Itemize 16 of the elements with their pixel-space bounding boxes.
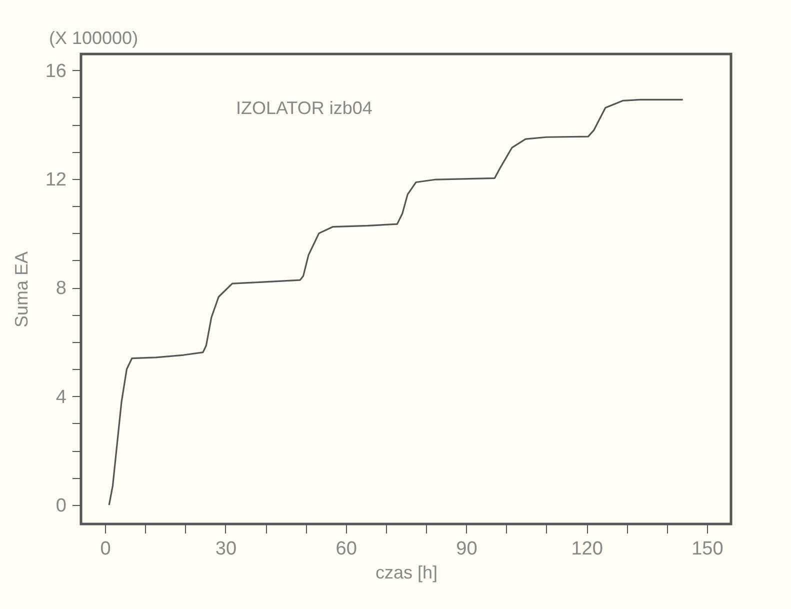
- x-tick-label: 120: [571, 538, 603, 560]
- y-tick-label: 4: [56, 386, 67, 408]
- y-tick-label: 0: [56, 495, 66, 516]
- annotation: IZOLATOR izb04: [236, 98, 372, 118]
- x-tick-label: 60: [336, 538, 357, 560]
- x-axis-title: czas [h]: [375, 562, 438, 582]
- y-tick-label: 16: [45, 60, 66, 82]
- y-tick-label: 12: [45, 169, 66, 190]
- y-axis-title: Suma EA: [11, 251, 32, 328]
- text: (X 100000): [49, 28, 138, 48]
- line-series: [108, 98, 684, 506]
- x-tick-label: 150: [692, 538, 724, 560]
- y-tick-label: 8: [56, 278, 66, 300]
- x-tick-label: 90: [456, 538, 478, 560]
- x-tick-label: 30: [215, 538, 237, 560]
- x-tick-label: 0: [100, 538, 111, 560]
